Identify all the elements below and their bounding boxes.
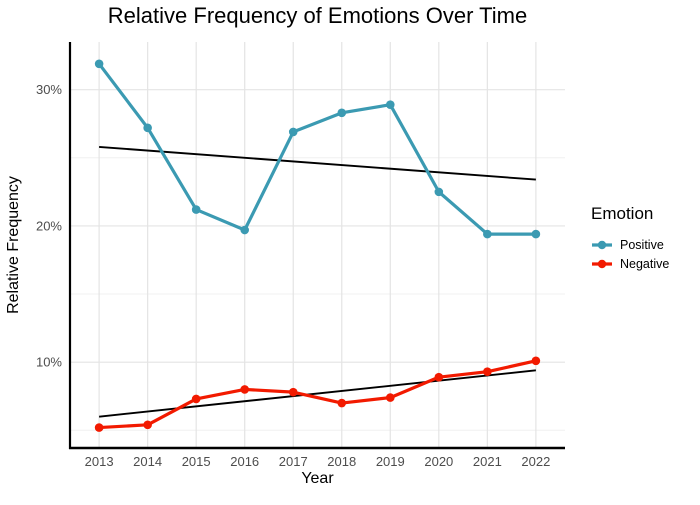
data-point-positive-2020 (434, 187, 444, 197)
data-point-negative-2014 (143, 420, 152, 430)
data-point-negative-2016 (240, 385, 250, 394)
legend-label-positive: Positive (620, 237, 664, 252)
legend-key-dot (597, 259, 607, 268)
legend-key-positive-icon (592, 240, 612, 249)
data-point-negative-2017 (288, 387, 298, 397)
x-tick-label: 2013 (85, 454, 114, 469)
x-tick-label: 2022 (521, 454, 550, 469)
series-line-negative (97, 359, 538, 430)
x-tick-label: 2019 (376, 454, 405, 469)
x-tick-label: 2017 (279, 454, 308, 469)
x-tick-label: 2014 (133, 454, 162, 469)
legend: Emotion Positive Negative (591, 204, 669, 273)
legend-key-dot (597, 240, 607, 249)
data-point-positive-2013 (94, 59, 104, 69)
y-tick-label: 20% (36, 218, 62, 233)
legend-item-positive: Positive (591, 235, 669, 254)
legend-key-negative-icon (592, 259, 612, 268)
data-point-positive-2018 (337, 108, 347, 118)
legend-title: Emotion (591, 204, 654, 223)
data-point-negative-2015 (191, 394, 201, 404)
y-tick-label: 30% (36, 82, 62, 97)
legend-label-negative: Negative (620, 256, 670, 271)
y-tick-label: 10% (36, 355, 62, 370)
data-point-positive-2016 (240, 225, 250, 235)
data-point-positive-2021 (483, 229, 492, 239)
data-point-negative-2020 (434, 372, 444, 382)
legend-item-negative: Negative (591, 254, 669, 273)
data-point-positive-2015 (191, 205, 201, 214)
chart-title: Relative Frequency of Emotions Over Time (107, 3, 528, 28)
data-point-positive-2017 (288, 127, 298, 137)
x-tick-label: 2015 (182, 454, 211, 469)
x-axis-label: Year (301, 470, 334, 487)
x-tick-label: 2016 (230, 454, 259, 469)
x-tick-label: 2020 (424, 454, 453, 469)
data-point-negative-2019 (385, 393, 395, 402)
data-point-positive-2014 (143, 123, 152, 133)
series-line-positive (97, 62, 538, 236)
trend-line-negative (99, 369, 536, 418)
data-point-positive-2019 (385, 100, 395, 109)
x-tick-label: 2021 (473, 454, 502, 469)
data-point-negative-2018 (337, 398, 347, 408)
data-point-negative-2022 (531, 356, 541, 366)
data-point-negative-2021 (483, 367, 492, 377)
data-point-positive-2022 (531, 229, 541, 239)
x-tick-label: 2018 (327, 454, 356, 469)
trend-line-positive (99, 145, 536, 181)
data-point-negative-2013 (94, 423, 104, 432)
